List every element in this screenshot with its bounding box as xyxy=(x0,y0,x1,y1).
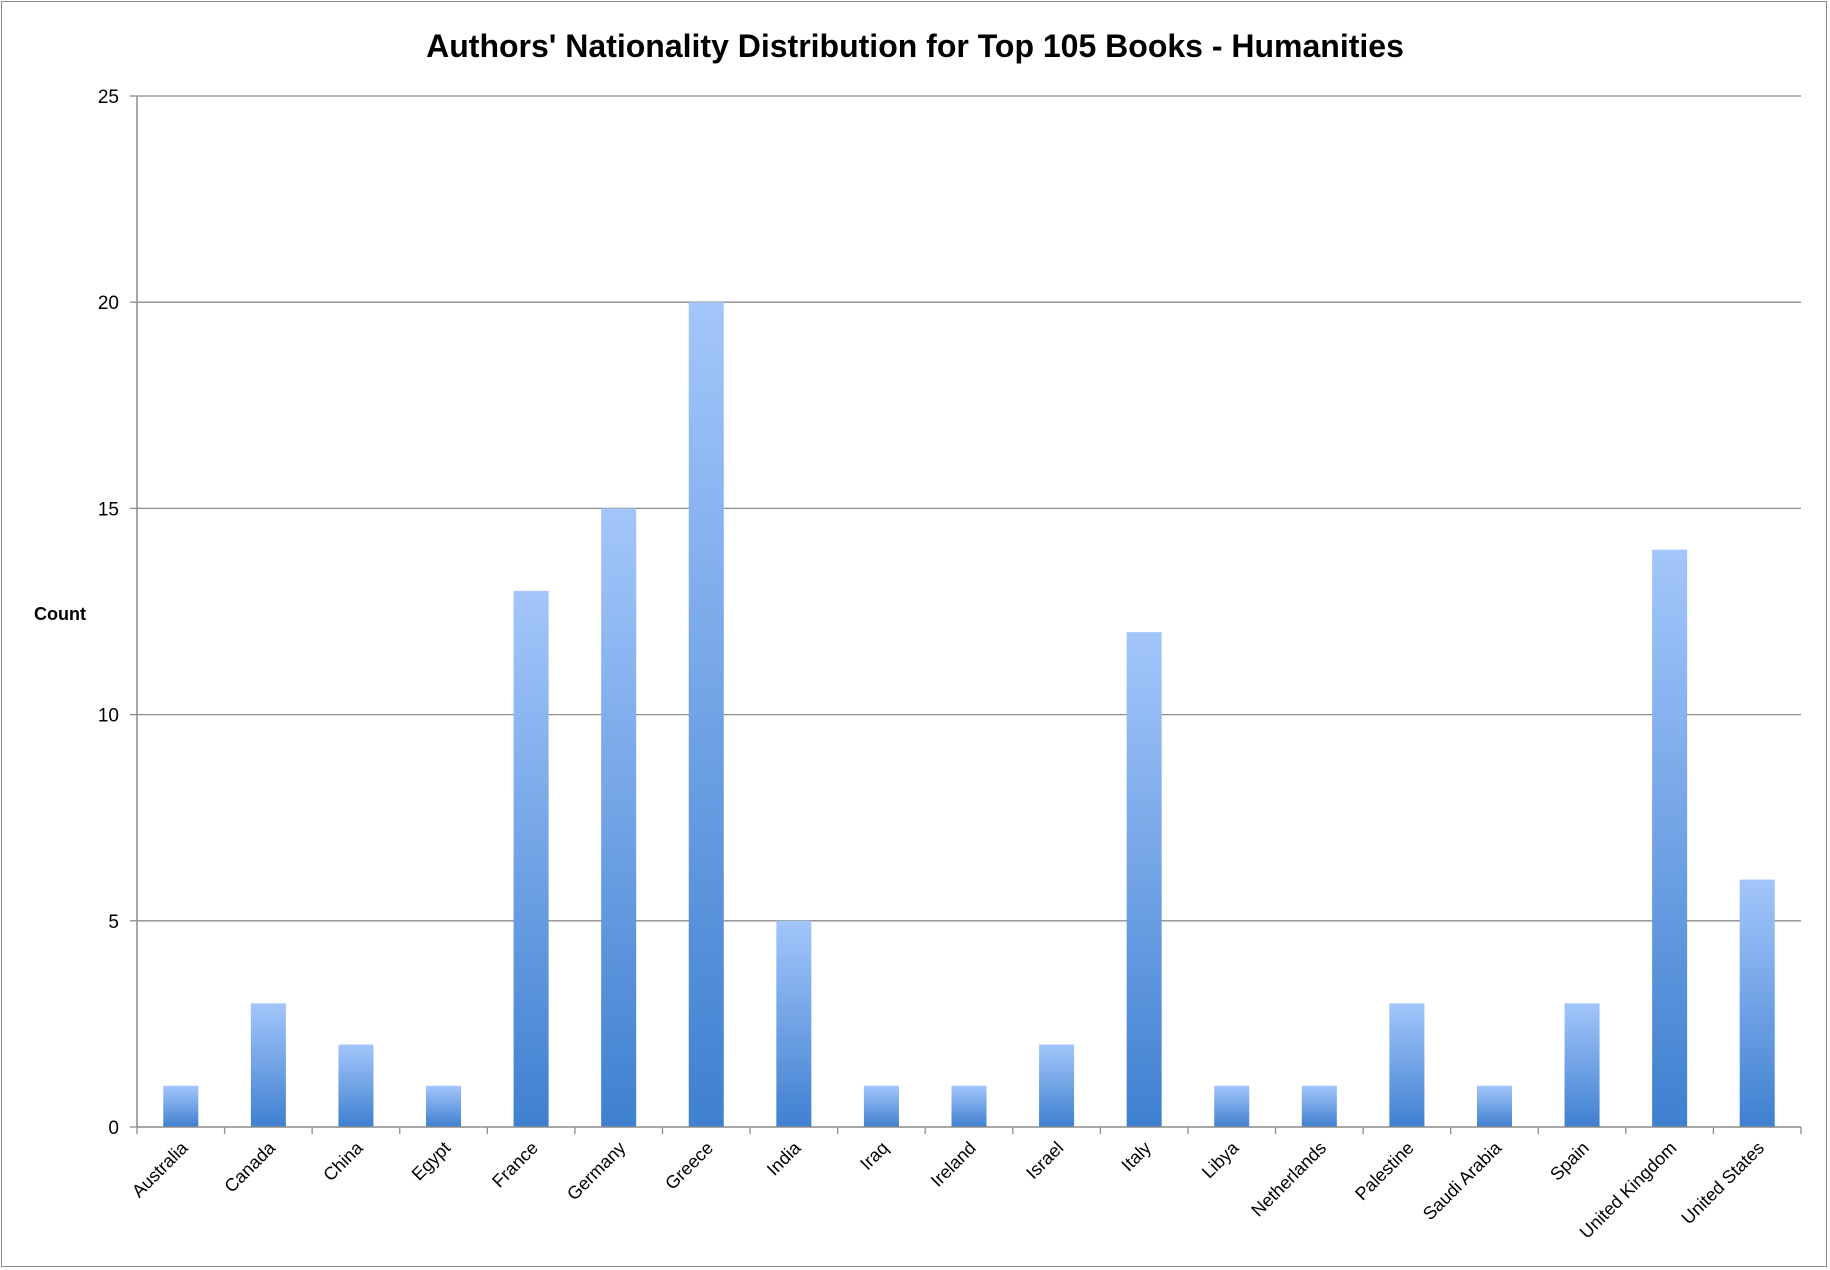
axes xyxy=(136,96,1802,1134)
x-tick-label: Australia xyxy=(128,1137,192,1201)
y-tick-label: 10 xyxy=(98,706,119,727)
y-tick-label: 25 xyxy=(98,87,119,108)
x-tick-labels: Australia Canada China Egypt France Germany Gr… xyxy=(128,1137,1768,1242)
chart-title: Authors' Nationality Distribution for To… xyxy=(426,28,1404,64)
bar xyxy=(1126,632,1162,1127)
y-tick-labels: 0 5 10 15 20 25 xyxy=(98,87,119,1139)
x-tick-label: Spain xyxy=(1546,1138,1593,1185)
bar xyxy=(250,1003,286,1127)
x-tick-label: Libya xyxy=(1198,1137,1243,1182)
x-tick-label: Canada xyxy=(220,1137,279,1196)
bar xyxy=(1389,1003,1425,1127)
x-tick-label: United Kingdom xyxy=(1576,1138,1681,1243)
bar xyxy=(426,1085,462,1127)
x-tick-label: Egypt xyxy=(408,1138,455,1185)
bars xyxy=(163,302,1775,1127)
y-tick-label: 20 xyxy=(98,293,119,314)
x-tick-label: India xyxy=(763,1137,805,1179)
x-tick-label: United States xyxy=(1677,1138,1768,1229)
bar xyxy=(513,590,549,1127)
x-tick-label: Israel xyxy=(1022,1138,1067,1183)
y-tick-label: 15 xyxy=(98,499,119,520)
bar xyxy=(1301,1085,1337,1127)
x-tick-label: Greece xyxy=(661,1138,717,1194)
y-tick-label: 0 xyxy=(108,1118,119,1139)
bar xyxy=(863,1085,899,1127)
bar xyxy=(1652,549,1688,1127)
bar xyxy=(601,508,637,1127)
bar xyxy=(1476,1085,1512,1127)
x-tick-label: Iraq xyxy=(856,1138,892,1174)
gridlines xyxy=(130,95,1801,1128)
x-tick-label: China xyxy=(319,1137,367,1185)
y-tick-label: 5 xyxy=(108,912,119,933)
x-tick-label: Netherlands xyxy=(1247,1138,1330,1221)
bar xyxy=(1039,1044,1075,1127)
bar xyxy=(1214,1085,1250,1127)
y-axis-label: Count xyxy=(34,604,86,624)
x-tick-label: France xyxy=(488,1138,542,1192)
bar xyxy=(163,1085,199,1127)
x-tick-label: Palestine xyxy=(1351,1138,1418,1205)
bar xyxy=(951,1085,987,1127)
bar xyxy=(776,920,812,1127)
bar xyxy=(1739,879,1775,1127)
x-tick-label: Germany xyxy=(563,1138,629,1204)
bar xyxy=(1564,1003,1600,1127)
x-tick-label: Saudi Arabia xyxy=(1419,1137,1506,1224)
bar xyxy=(688,302,724,1127)
x-tick-label: Italy xyxy=(1117,1138,1154,1175)
x-tick-label: Ireland xyxy=(927,1138,980,1191)
bar xyxy=(338,1044,374,1127)
